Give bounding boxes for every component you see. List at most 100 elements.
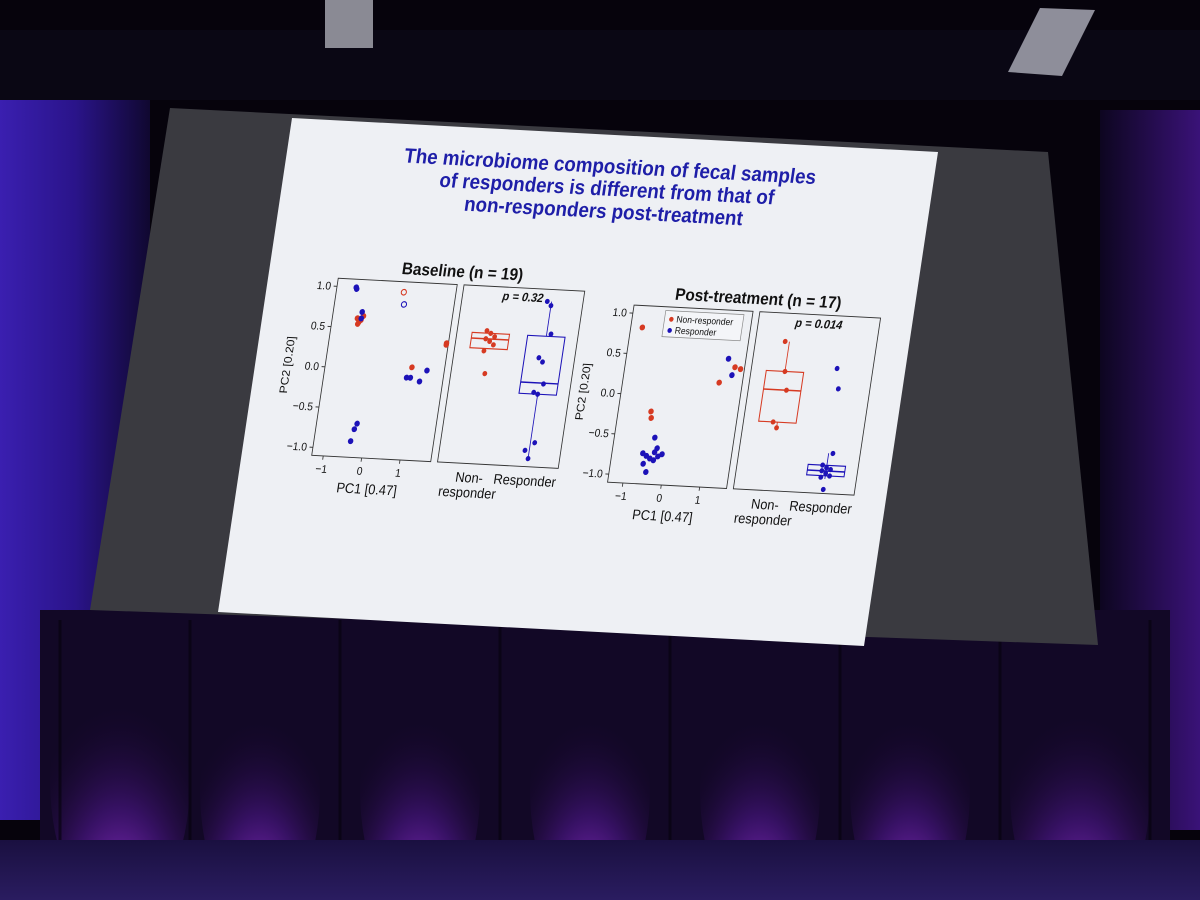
responder-point xyxy=(531,389,537,396)
responder-point xyxy=(544,298,550,305)
x-axis-label: PC1 [0.47] xyxy=(631,507,694,526)
responder-point xyxy=(540,359,545,365)
nonresponder-point xyxy=(648,408,654,415)
box xyxy=(518,334,566,396)
legend-label: Responder xyxy=(674,325,717,338)
nonresponder-open-point xyxy=(400,288,407,296)
whisker xyxy=(527,394,539,459)
x-tick-label: −1 xyxy=(614,490,627,503)
y-tick-label: 0.5 xyxy=(606,347,622,360)
plot-frame xyxy=(437,284,586,469)
x-tick-label: 1 xyxy=(694,494,702,507)
responder-point xyxy=(655,453,661,460)
responder-point xyxy=(541,381,546,387)
nonresponder-point xyxy=(737,366,744,373)
y-tick-label: −0.5 xyxy=(588,427,610,441)
nonresponder-point xyxy=(732,364,738,371)
y-tick-label: 1.0 xyxy=(612,306,628,319)
nonresponder-point xyxy=(443,341,450,348)
responder-point xyxy=(725,355,732,362)
nonresponder-point xyxy=(409,364,415,371)
nonresponder-point xyxy=(354,320,361,327)
responder-point xyxy=(354,420,360,427)
category-label: Non- xyxy=(750,496,780,513)
responder-point xyxy=(827,473,832,479)
responder-point xyxy=(535,391,541,397)
nonresponder-point xyxy=(782,338,788,345)
nonresponder-point xyxy=(782,368,788,375)
nonresponder-point xyxy=(770,419,776,425)
responder-point xyxy=(819,468,825,474)
responder-point xyxy=(640,460,646,467)
category-label: Responder xyxy=(788,498,853,517)
nonresponder-point xyxy=(487,338,493,345)
responder-open-point xyxy=(400,301,408,308)
y-tick-label: 0.5 xyxy=(310,320,326,333)
median-line xyxy=(763,388,802,392)
responder-point xyxy=(548,331,554,337)
nonresponder-point xyxy=(648,414,654,421)
responder-point xyxy=(643,469,649,476)
ceiling-light xyxy=(325,0,373,48)
x-tick-label: 0 xyxy=(356,465,364,478)
legend-label: Non-responder xyxy=(676,314,734,327)
responder-point xyxy=(347,438,354,445)
y-axis-label: PC2 [0.20] xyxy=(573,363,594,421)
x-tick xyxy=(360,457,363,462)
category-label: Non- xyxy=(454,469,484,486)
responder-point xyxy=(830,450,836,457)
x-tick-label: −1 xyxy=(314,463,327,476)
category-label: Responder xyxy=(492,471,557,490)
median-line xyxy=(520,381,559,385)
responder-point xyxy=(407,374,414,381)
responder-point xyxy=(532,440,538,446)
responder-point xyxy=(651,449,658,456)
responder-point xyxy=(522,447,528,453)
category-label: responder xyxy=(733,510,793,529)
x-tick-label: 1 xyxy=(394,467,402,480)
responder-point xyxy=(824,465,829,471)
y-tick-label: −1.0 xyxy=(286,440,308,454)
stage-floor xyxy=(0,840,1200,900)
responder-point xyxy=(548,303,554,309)
x-tick xyxy=(660,485,662,489)
responder-point xyxy=(818,474,824,480)
plot-frame xyxy=(732,311,882,496)
responder-point xyxy=(358,315,365,322)
whisker xyxy=(826,453,830,466)
y-axis-label: PC2 [0.20] xyxy=(277,336,298,394)
responder-point xyxy=(416,378,423,385)
nonresponder-point xyxy=(488,330,494,336)
presentation-slide: The microbiome composition of fecal samp… xyxy=(218,118,938,646)
x-tick xyxy=(399,459,401,464)
nonresponder-point xyxy=(492,334,498,340)
responder-point xyxy=(424,367,430,374)
responder-point xyxy=(525,456,531,462)
nonresponder-point xyxy=(483,336,489,342)
y-tick-label: −0.5 xyxy=(292,400,314,414)
ceiling-light xyxy=(1008,8,1095,76)
x-axis-label: PC1 [0.47] xyxy=(335,480,398,499)
legend-marker xyxy=(669,316,674,322)
responder-point xyxy=(650,457,657,464)
y-tick-label: 1.0 xyxy=(316,280,332,293)
box xyxy=(758,369,805,424)
nonresponder-point xyxy=(481,348,487,354)
p-value-label: p = 0.32 xyxy=(501,290,545,306)
x-tick xyxy=(698,487,701,491)
nonresponder-point xyxy=(490,342,496,348)
responder-point xyxy=(359,308,365,315)
y-tick-label: 0.0 xyxy=(600,387,616,400)
responder-point xyxy=(820,462,826,468)
x-tick-label: 0 xyxy=(655,492,663,505)
plot-title: Baseline (n = 19) xyxy=(401,260,525,285)
nonresponder-point xyxy=(774,425,779,431)
x-tick xyxy=(621,482,624,487)
nonresponder-point xyxy=(482,370,488,377)
